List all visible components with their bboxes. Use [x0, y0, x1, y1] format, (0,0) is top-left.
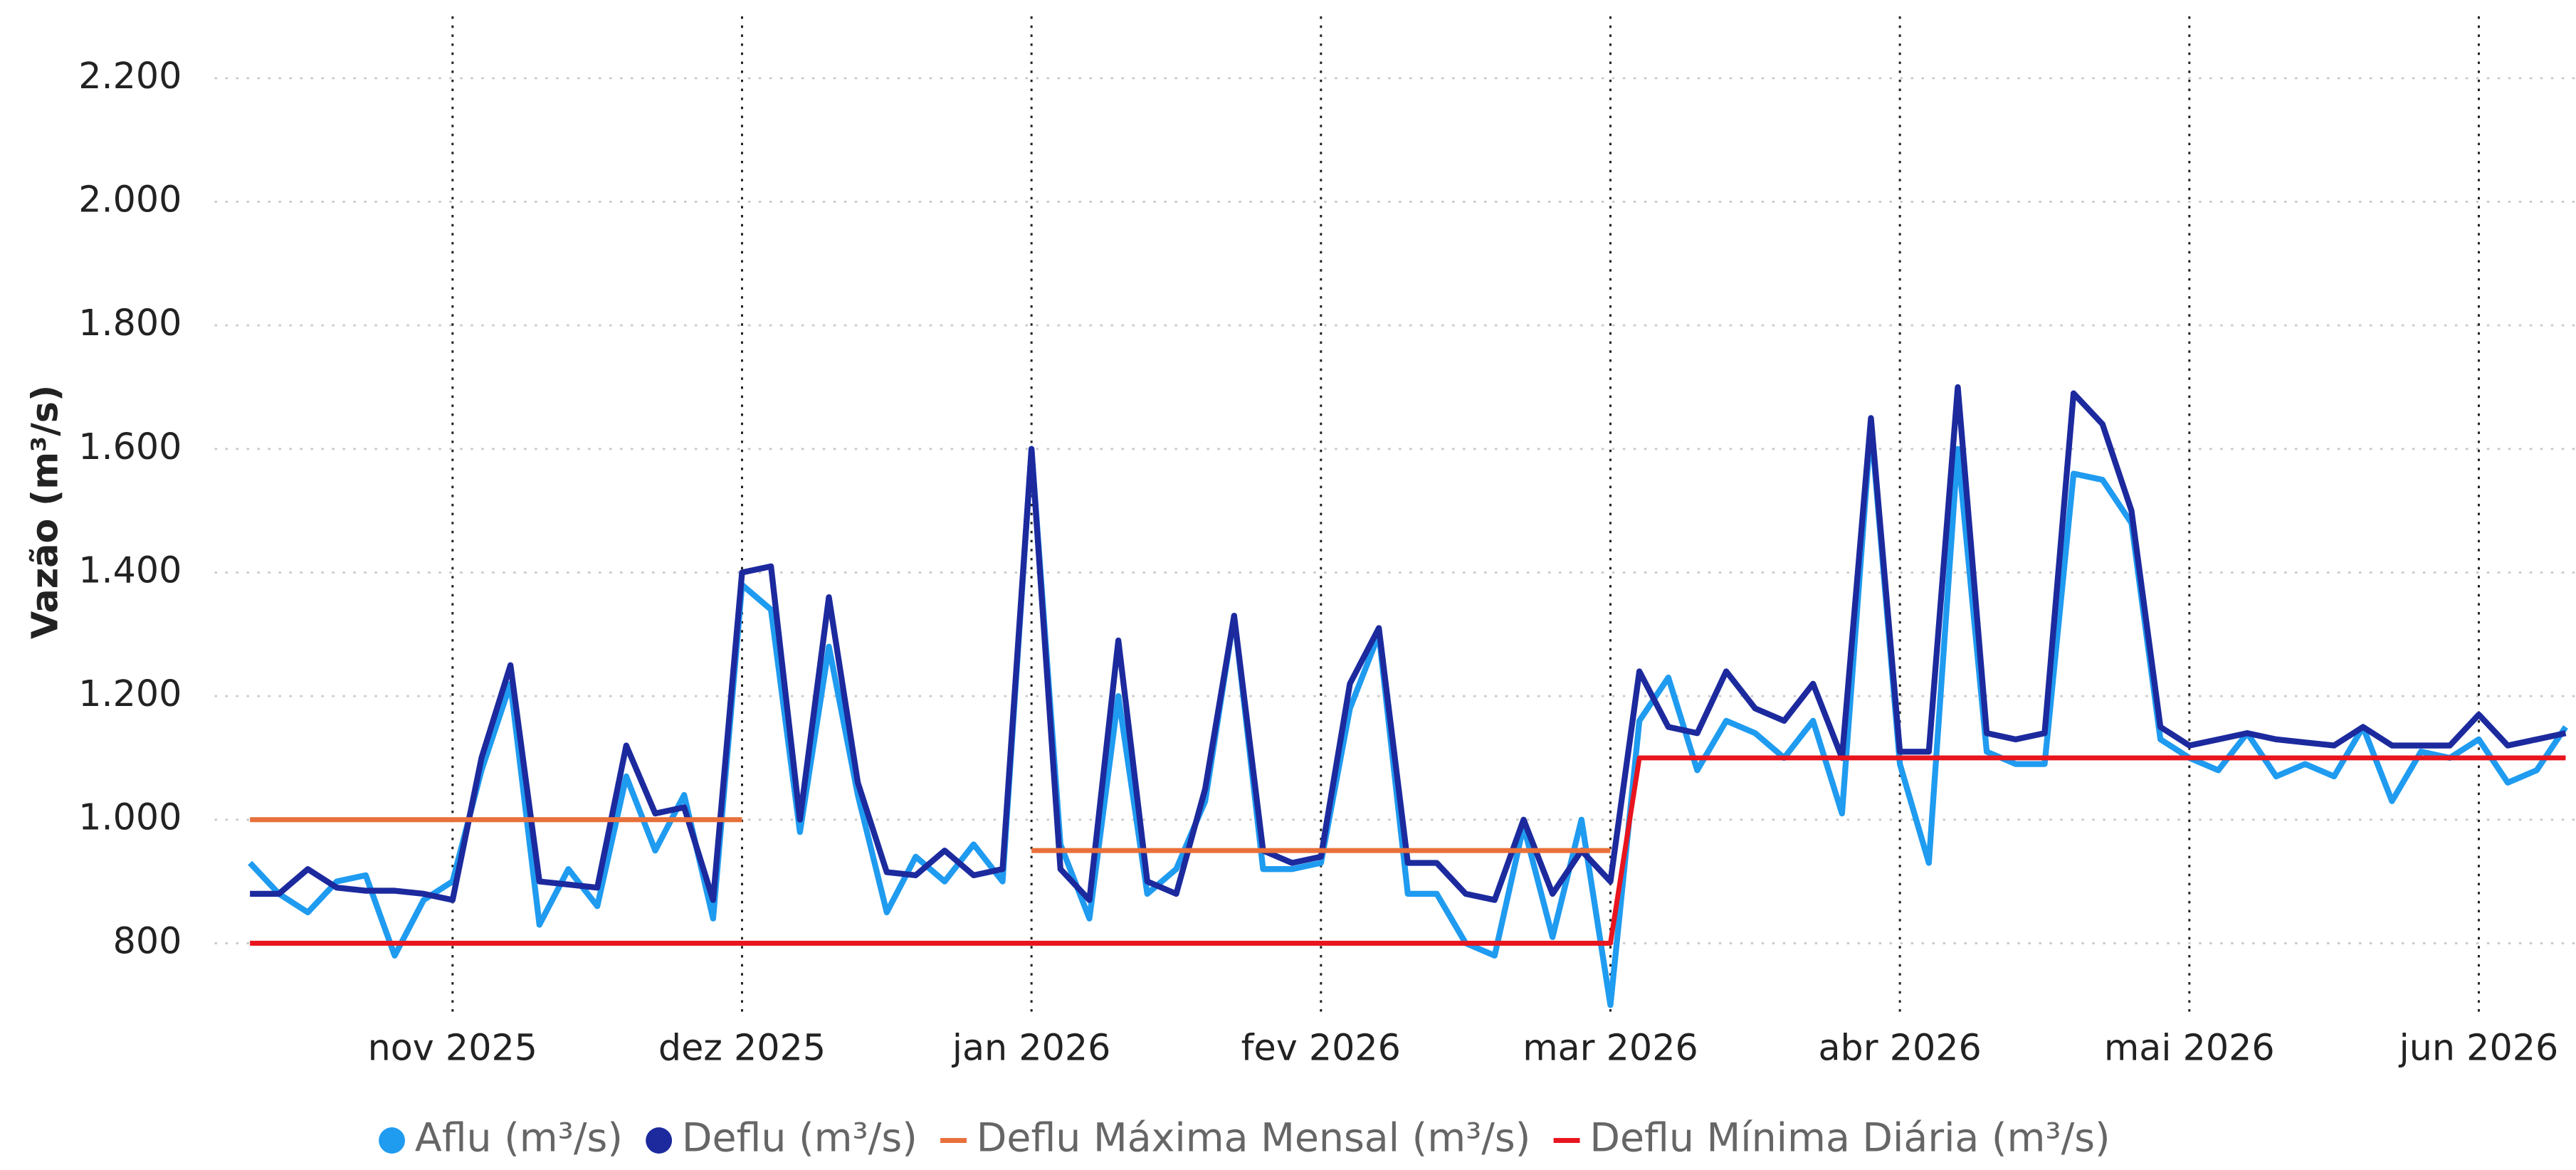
legend: Aflu (m³/s) Deflu (m³/s) Deflu Máxima Mens… — [379, 1116, 2110, 1161]
x-tick-label: nov 2025 — [368, 1027, 537, 1069]
y-tick-label: 1.800 — [78, 302, 182, 344]
legend-marker — [379, 1127, 406, 1154]
x-tick-label: mar 2026 — [1523, 1027, 1698, 1069]
y-axis-label: Vazão (m³/s) — [23, 385, 65, 639]
legend-marker — [646, 1127, 673, 1154]
y-tick-label: 800 — [113, 919, 182, 961]
y-tick-label: 2.200 — [78, 55, 182, 97]
y-tick-label: 1.200 — [78, 673, 182, 715]
x-tick-label: mai 2026 — [2104, 1027, 2275, 1069]
y-tick-label: 1.000 — [78, 796, 182, 838]
y-tick-label: 1.600 — [78, 426, 182, 468]
series-line — [250, 384, 2567, 903]
legend-label: Deflu (m³/s) — [682, 1116, 918, 1161]
x-tick-label: dez 2025 — [658, 1027, 826, 1069]
y-tick-label: 1.400 — [78, 549, 182, 591]
legend-label: Deflu Máxima Mensal (m³/s) — [977, 1116, 1531, 1161]
legend-label: Aflu (m³/s) — [415, 1116, 623, 1161]
legend-marker — [940, 1138, 967, 1143]
series-line — [250, 817, 1611, 853]
x-tick-label: fev 2026 — [1241, 1027, 1401, 1069]
series-line — [248, 421, 2568, 1008]
x-tick-label: abr 2026 — [1818, 1027, 1981, 1069]
legend-marker — [1553, 1138, 1580, 1143]
x-tick-label: jan 2026 — [952, 1027, 1111, 1069]
y-tick-label: 2.000 — [78, 179, 182, 221]
series-line — [250, 755, 2566, 946]
legend-label: Deflu Mínima Diária (m³/s) — [1589, 1116, 2110, 1161]
x-tick-label: jun 2026 — [2399, 1027, 2559, 1069]
